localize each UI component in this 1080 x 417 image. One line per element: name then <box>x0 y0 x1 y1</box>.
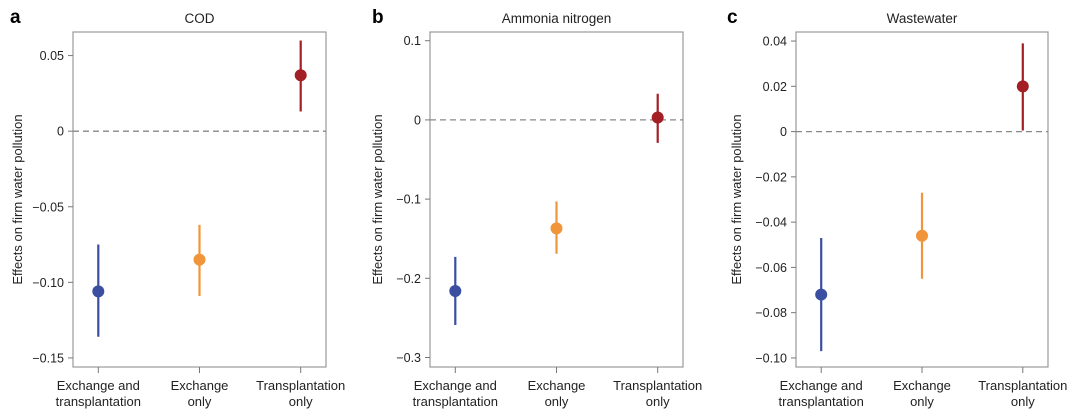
y-tick-label: −0.06 <box>755 261 787 275</box>
y-tick-label: 0.04 <box>763 35 787 49</box>
x-tick-label: transplantation <box>56 394 141 409</box>
x-tick-label: Exchange and <box>414 378 497 393</box>
panel-letter: a <box>10 7 21 28</box>
y-tick-label: −0.1 <box>396 193 421 207</box>
point-estimate <box>294 69 307 82</box>
y-tick-label: 0.02 <box>763 80 787 94</box>
y-tick-label: 0.05 <box>40 49 64 63</box>
point-estimate <box>92 285 105 298</box>
x-tick-label: Exchange <box>171 378 229 393</box>
point-estimate <box>916 229 928 242</box>
point-estimate <box>449 284 462 297</box>
y-tick-label: −0.15 <box>32 351 64 365</box>
point-estimate <box>815 288 828 301</box>
panel-a: a COD Effects on firm water pollution 0.05 0… <box>10 7 345 409</box>
panel-letter: c <box>727 7 738 28</box>
panel-c: c Wastewater Effects on firm water polluti… <box>727 7 1067 409</box>
panel-title: COD <box>185 11 215 26</box>
y-axis-label: Effects on firm water pollution <box>10 114 25 284</box>
plot-frame <box>429 31 684 368</box>
x-tick-label: Exchange and <box>57 378 140 393</box>
y-tick-label: −0.02 <box>755 170 787 184</box>
x-tick-label: only <box>1011 394 1035 409</box>
y-axis-label: Effects on firm water pollution <box>370 114 385 284</box>
x-tick-label: only <box>545 394 569 409</box>
x-tick-label: transplantation <box>779 394 864 409</box>
point-estimate <box>1016 80 1029 93</box>
plot-frame <box>72 31 327 368</box>
y-tick-label: −0.05 <box>32 200 64 214</box>
point-estimate <box>193 253 206 266</box>
panel-title: Wastewater <box>887 11 958 26</box>
x-tick-label: Transplantation <box>978 378 1067 393</box>
panel-letter: b <box>372 7 384 28</box>
point-estimate <box>550 222 563 235</box>
y-tick-label: −0.10 <box>755 351 787 365</box>
y-tick-label: −0.04 <box>755 216 787 230</box>
x-tick-label: Transplantation <box>256 378 345 393</box>
y-tick-label: 0 <box>57 125 64 139</box>
x-tick-label: only <box>646 394 670 409</box>
y-tick-label: 0 <box>414 113 421 127</box>
x-tick-label: only <box>289 394 313 409</box>
panel-title: Ammonia nitrogen <box>502 11 612 26</box>
x-tick-label: Exchange <box>528 378 586 393</box>
x-tick-label: only <box>910 394 934 409</box>
x-tick-label: Transplantation <box>613 378 702 393</box>
y-tick-label: 0 <box>780 125 787 139</box>
y-tick-label: 0.1 <box>404 34 421 48</box>
x-tick-label: Exchange <box>893 378 951 393</box>
point-estimate <box>651 111 664 124</box>
panel-b: b Ammonia nitrogen Effects on firm water p… <box>370 7 702 409</box>
x-tick-label: Exchange and <box>780 378 863 393</box>
y-tick-label: −0.3 <box>396 351 421 365</box>
x-tick-label: transplantation <box>413 394 498 409</box>
x-tick-label: only <box>188 394 212 409</box>
y-tick-label: −0.2 <box>396 272 421 286</box>
y-axis-label: Effects on firm water pollution <box>729 114 744 284</box>
y-tick-label: −0.10 <box>32 276 64 290</box>
y-tick-label: −0.08 <box>755 306 787 320</box>
